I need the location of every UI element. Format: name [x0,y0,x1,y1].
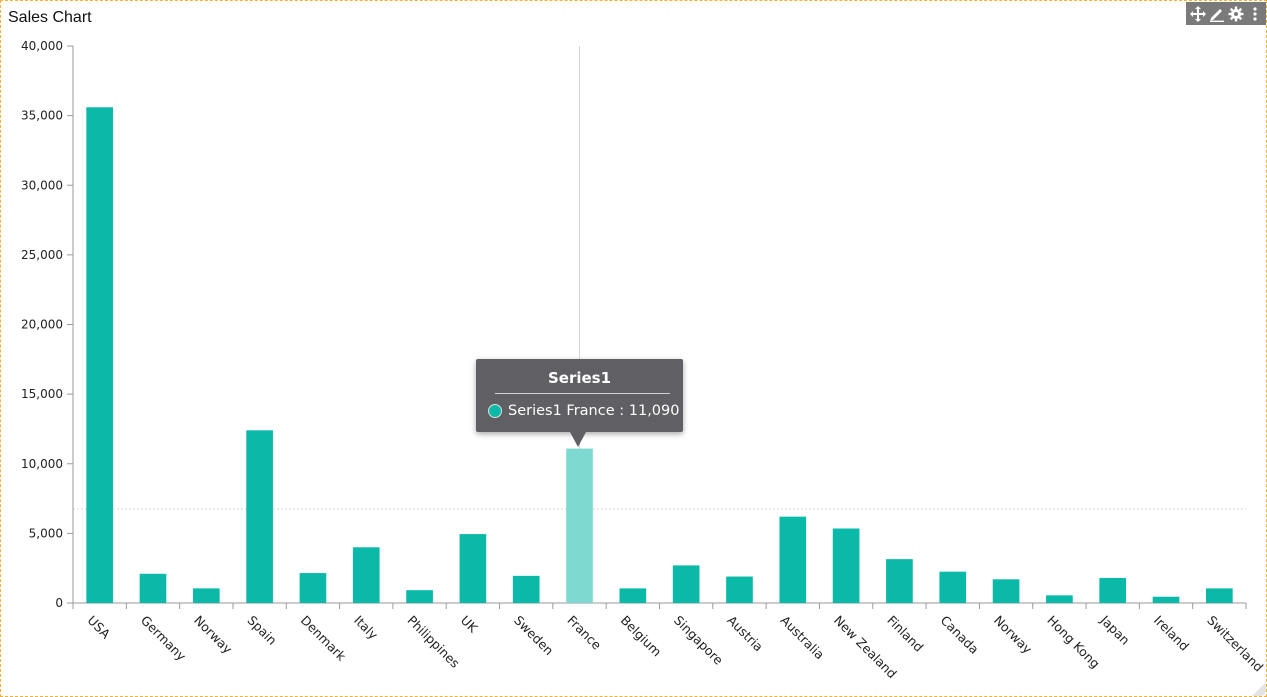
x-tick-label: France [564,613,604,653]
x-tick-label: Belgium [618,613,665,660]
more-vertical-icon[interactable] [1246,5,1264,23]
x-tick-label: Hong Kong [1044,613,1103,672]
y-tick-label: 35,000 [21,109,63,123]
x-tick-label: Norway [191,613,236,658]
x-tick-label: Philippines [404,613,462,671]
bar-norway [192,588,220,603]
bar-uk [459,534,487,603]
bar-new-zealand [832,528,860,603]
bar-ireland [1152,596,1180,603]
x-tick-label: Denmark [298,613,350,665]
y-tick-label: 40,000 [21,39,63,53]
resize-handle[interactable] [1252,682,1266,696]
bar-hong-kong [1046,595,1073,603]
x-tick-label: Finland [884,613,926,655]
y-tick-label: 0 [55,596,63,610]
x-tick-label: Germany [138,613,190,665]
x-tick-label: Switzerland [1204,613,1266,675]
x-tick-label: Ireland [1151,613,1192,654]
x-tick-label: Italy [351,613,381,643]
tooltip-divider [495,393,670,394]
x-tick-label: Singapore [671,613,726,668]
bar-japan [1099,577,1127,603]
pencil-icon[interactable] [1208,5,1226,23]
y-tick-label: 15,000 [21,387,63,401]
bar-finland [886,559,913,603]
x-tick-label: UK [458,613,481,636]
bar-belgium [619,588,647,603]
tooltip-title: Series1 [547,369,612,387]
y-tick-label: 30,000 [21,178,63,192]
x-tick-label: Japan [1097,612,1133,648]
tooltip-pointer [570,432,586,447]
bar-germany [139,573,167,603]
x-tick-label: Austria [724,613,766,655]
x-tick-label: Spain [244,613,279,648]
chart-tooltip: Series1 Series1 France : 11,090 [476,359,683,447]
bar-australia [779,516,807,603]
bar-denmark [299,573,327,603]
bar-switzerland [1206,588,1233,603]
y-tick-label: 5,000 [29,526,63,540]
y-tick-label: 20,000 [21,318,63,332]
bar-usa [86,107,113,604]
x-tick-label: Australia [778,613,828,663]
bar-philippines [406,590,433,603]
series-marker-icon [488,404,502,418]
bar-austria [726,576,753,603]
y-tick-label: 10,000 [21,457,63,471]
x-tick-label: Sweden [511,613,557,659]
move-icon[interactable] [1189,5,1207,23]
widget-toolbar [1186,2,1266,25]
x-tick-label: Canada [938,613,982,657]
bar-singapore [672,565,700,603]
bar-norway [992,579,1020,603]
y-tick-label: 25,000 [21,248,63,262]
tooltip-text: Series1 France : 11,090 [508,403,680,419]
tooltip-row: Series1 France : 11,090 [488,403,679,419]
bar-spain [246,430,273,603]
gear-icon[interactable] [1227,5,1245,23]
bar-france [566,448,593,603]
widget-title: Sales Chart [8,9,92,26]
bar-canada [939,571,967,603]
x-tick-label: Norway [991,613,1036,658]
bar-sweden [512,575,540,603]
bar-italy [352,547,380,603]
x-tick-label: USA [85,613,114,642]
